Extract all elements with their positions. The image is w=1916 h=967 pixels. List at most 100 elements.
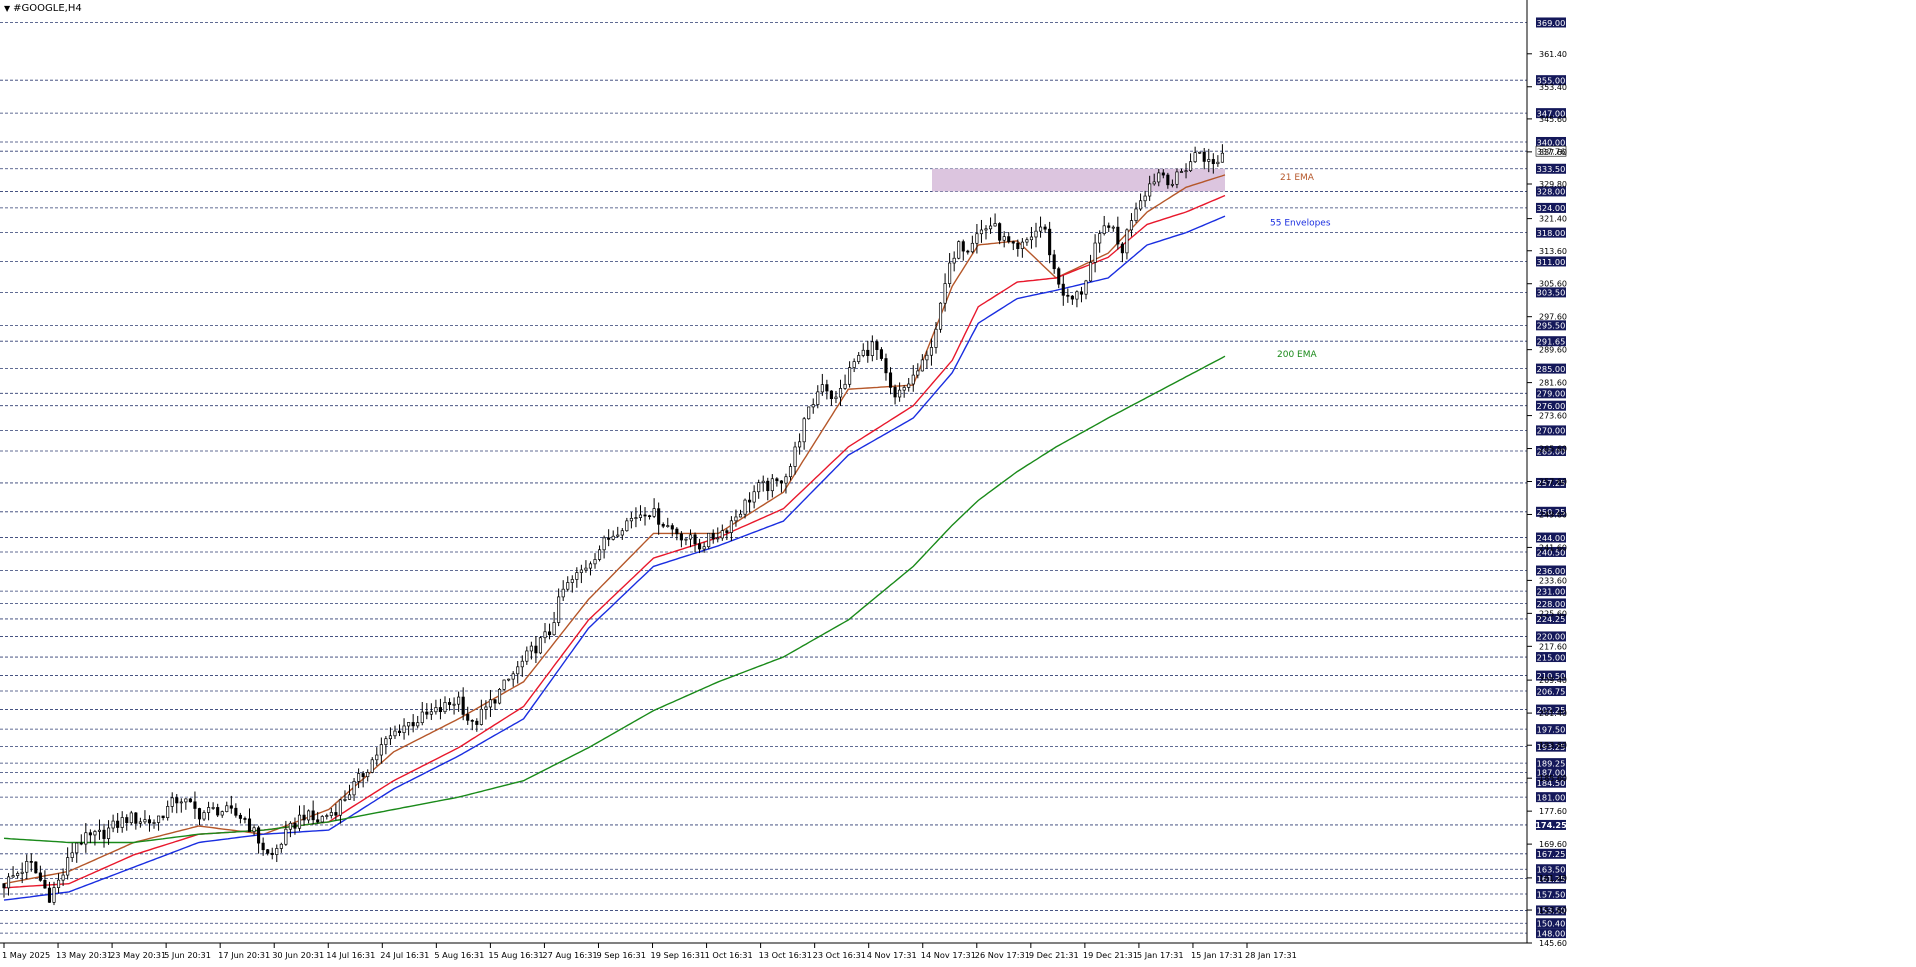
candle-body: [202, 812, 206, 820]
candle-body: [166, 806, 170, 819]
candle-body: [270, 852, 274, 855]
candle-body: [138, 821, 142, 824]
level-tag: [1536, 613, 1566, 624]
candle-body: [1016, 242, 1020, 249]
level-tag-text: 311.00: [1537, 257, 1566, 267]
level-tag: [1536, 256, 1566, 267]
candle-body: [297, 814, 302, 829]
candle-body: [1170, 183, 1174, 186]
ema200-line: [3, 355, 1226, 844]
candle-body: [807, 406, 811, 420]
candle-body: [661, 523, 665, 527]
candle-body: [220, 811, 224, 816]
candle-body: [1107, 225, 1111, 228]
level-tag-text: 291.65: [1537, 337, 1566, 347]
candle-body: [1134, 208, 1138, 221]
candle-body: [770, 478, 774, 492]
candle-body: [107, 827, 111, 839]
candle-body: [61, 874, 65, 881]
candle-body: [916, 370, 920, 376]
y-tick-label: 273.60: [1539, 412, 1567, 421]
candle-body: [1143, 195, 1147, 202]
level-tag-text: 236.00: [1537, 566, 1566, 576]
level-tag: [1536, 888, 1566, 899]
candle-body: [493, 699, 497, 704]
candle-body: [238, 814, 242, 819]
candle-body: [911, 374, 915, 385]
candle-body: [607, 537, 611, 540]
candle-body: [388, 735, 392, 740]
candle-body: [848, 367, 852, 385]
x-tick-label: 14 Nov 17:31: [921, 950, 976, 960]
candle-body: [66, 857, 70, 876]
candle-body: [143, 819, 147, 823]
candle-body: [302, 814, 306, 821]
candle-body: [825, 384, 829, 392]
candle-body: [470, 719, 474, 722]
x-tick-label: 19 Dec 21:31: [1083, 950, 1138, 960]
candle-body: [852, 361, 856, 368]
candle-body: [529, 645, 533, 652]
candle-body: [70, 852, 74, 858]
candle-body: [411, 722, 415, 727]
candle-body: [484, 706, 488, 710]
candle-body: [97, 829, 102, 832]
candle-body: [1007, 236, 1011, 243]
x-tick-label: 5 Jun 20:31: [164, 950, 211, 960]
candle-body: [1152, 181, 1156, 185]
candle-body: [784, 476, 788, 484]
level-tag: [1536, 792, 1566, 803]
candle-body: [616, 534, 620, 537]
candle-body: [193, 801, 197, 809]
level-tag-text: 333.50: [1537, 164, 1566, 174]
y-tick-label: 321.40: [1539, 215, 1567, 224]
candle-body: [775, 478, 779, 482]
level-tag-text: 355.00: [1537, 75, 1566, 85]
candle-body: [838, 388, 843, 398]
level-tag: [1536, 928, 1566, 939]
candle-body: [934, 328, 938, 348]
candle-body: [466, 714, 470, 721]
candle-body: [452, 703, 456, 706]
candle-body: [629, 517, 633, 522]
level-tag-text: 215.00: [1537, 652, 1566, 662]
level-tag: [1536, 819, 1566, 830]
candle-body: [275, 848, 279, 855]
level-tag: [1536, 227, 1566, 238]
candle-body: [761, 480, 765, 483]
candle-body: [316, 819, 320, 823]
candle-body: [447, 702, 452, 705]
candle-body: [625, 520, 629, 532]
chart-menu-icon[interactable]: ▼: [4, 3, 11, 13]
candle-body: [557, 596, 561, 623]
candle-body: [6, 876, 11, 889]
candle-body: [420, 711, 424, 724]
candle-body: [584, 567, 588, 571]
level-tag: [1536, 363, 1566, 374]
x-tick-label: 24 Jul 16:31: [380, 950, 429, 960]
x-tick-label: 1 Oct 16:31: [705, 950, 753, 960]
candle-body: [1066, 294, 1070, 297]
candle-body: [679, 533, 683, 541]
candle-body: [561, 588, 565, 598]
x-tick-label: 15 Aug 16:31: [488, 950, 543, 960]
level-tag-text: 228.00: [1537, 599, 1566, 609]
level-tag: [1536, 631, 1566, 642]
candle-body: [288, 822, 292, 830]
candle-body: [438, 707, 442, 713]
level-tag: [1536, 670, 1566, 681]
candle-body: [1057, 268, 1061, 285]
candle-body: [243, 818, 247, 820]
symbol-text: #GOOGLE,H4: [13, 3, 82, 14]
candle-body: [1043, 226, 1047, 230]
level-tag-text: 187.00: [1537, 768, 1566, 778]
x-tick-label: 27 Aug 16:31: [542, 950, 597, 960]
candle-body: [52, 887, 56, 903]
candle-body: [1039, 226, 1043, 232]
level-tag-text: 318.00: [1537, 228, 1566, 238]
candle-body: [1070, 295, 1074, 300]
y-tick-label: 185.60: [1539, 774, 1567, 783]
candle-body: [134, 812, 138, 824]
